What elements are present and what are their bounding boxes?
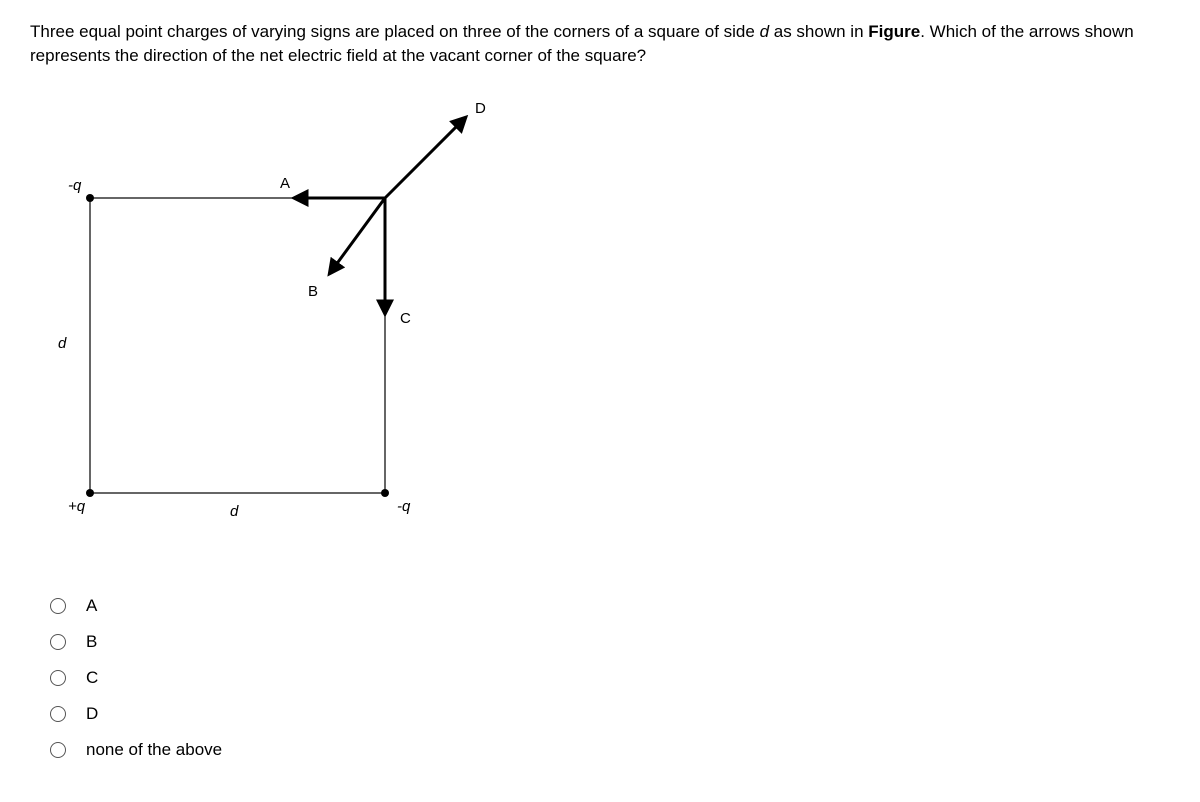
option-row-none[interactable]: none of the above: [50, 732, 1170, 768]
figure-diagram: -q+q-qddABCD: [40, 98, 480, 548]
option-label-b: B: [86, 632, 97, 652]
svg-text:C: C: [400, 310, 411, 327]
option-row-d[interactable]: D: [50, 696, 1170, 732]
diagram-svg: -q +q -q d d A B C D: [40, 98, 500, 548]
option-row-c[interactable]: C: [50, 660, 1170, 696]
question-part1: Three equal point charges of varying sig…: [30, 22, 760, 41]
radio-d[interactable]: [50, 706, 66, 722]
option-label-d: D: [86, 704, 98, 724]
question-text: Three equal point charges of varying sig…: [30, 20, 1170, 68]
svg-text:-q: -q: [68, 177, 82, 194]
svg-text:B: B: [308, 283, 318, 300]
radio-a[interactable]: [50, 598, 66, 614]
option-row-b[interactable]: B: [50, 624, 1170, 660]
svg-text:d: d: [230, 503, 239, 520]
radio-b[interactable]: [50, 634, 66, 650]
svg-text:d: d: [58, 335, 67, 352]
radio-none[interactable]: [50, 742, 66, 758]
option-row-a[interactable]: A: [50, 588, 1170, 624]
svg-text:+q: +q: [68, 498, 86, 515]
question-part2: as shown in: [769, 22, 868, 41]
question-bold-figure: Figure: [868, 22, 920, 41]
option-label-none: none of the above: [86, 740, 222, 760]
option-label-a: A: [86, 596, 97, 616]
question-italic-d: d: [760, 22, 769, 41]
svg-text:D: D: [475, 100, 486, 117]
option-label-c: C: [86, 668, 98, 688]
svg-text:A: A: [280, 175, 290, 192]
svg-text:-q: -q: [397, 498, 411, 515]
radio-c[interactable]: [50, 670, 66, 686]
answer-options: A B C D none of the above: [50, 588, 1170, 768]
